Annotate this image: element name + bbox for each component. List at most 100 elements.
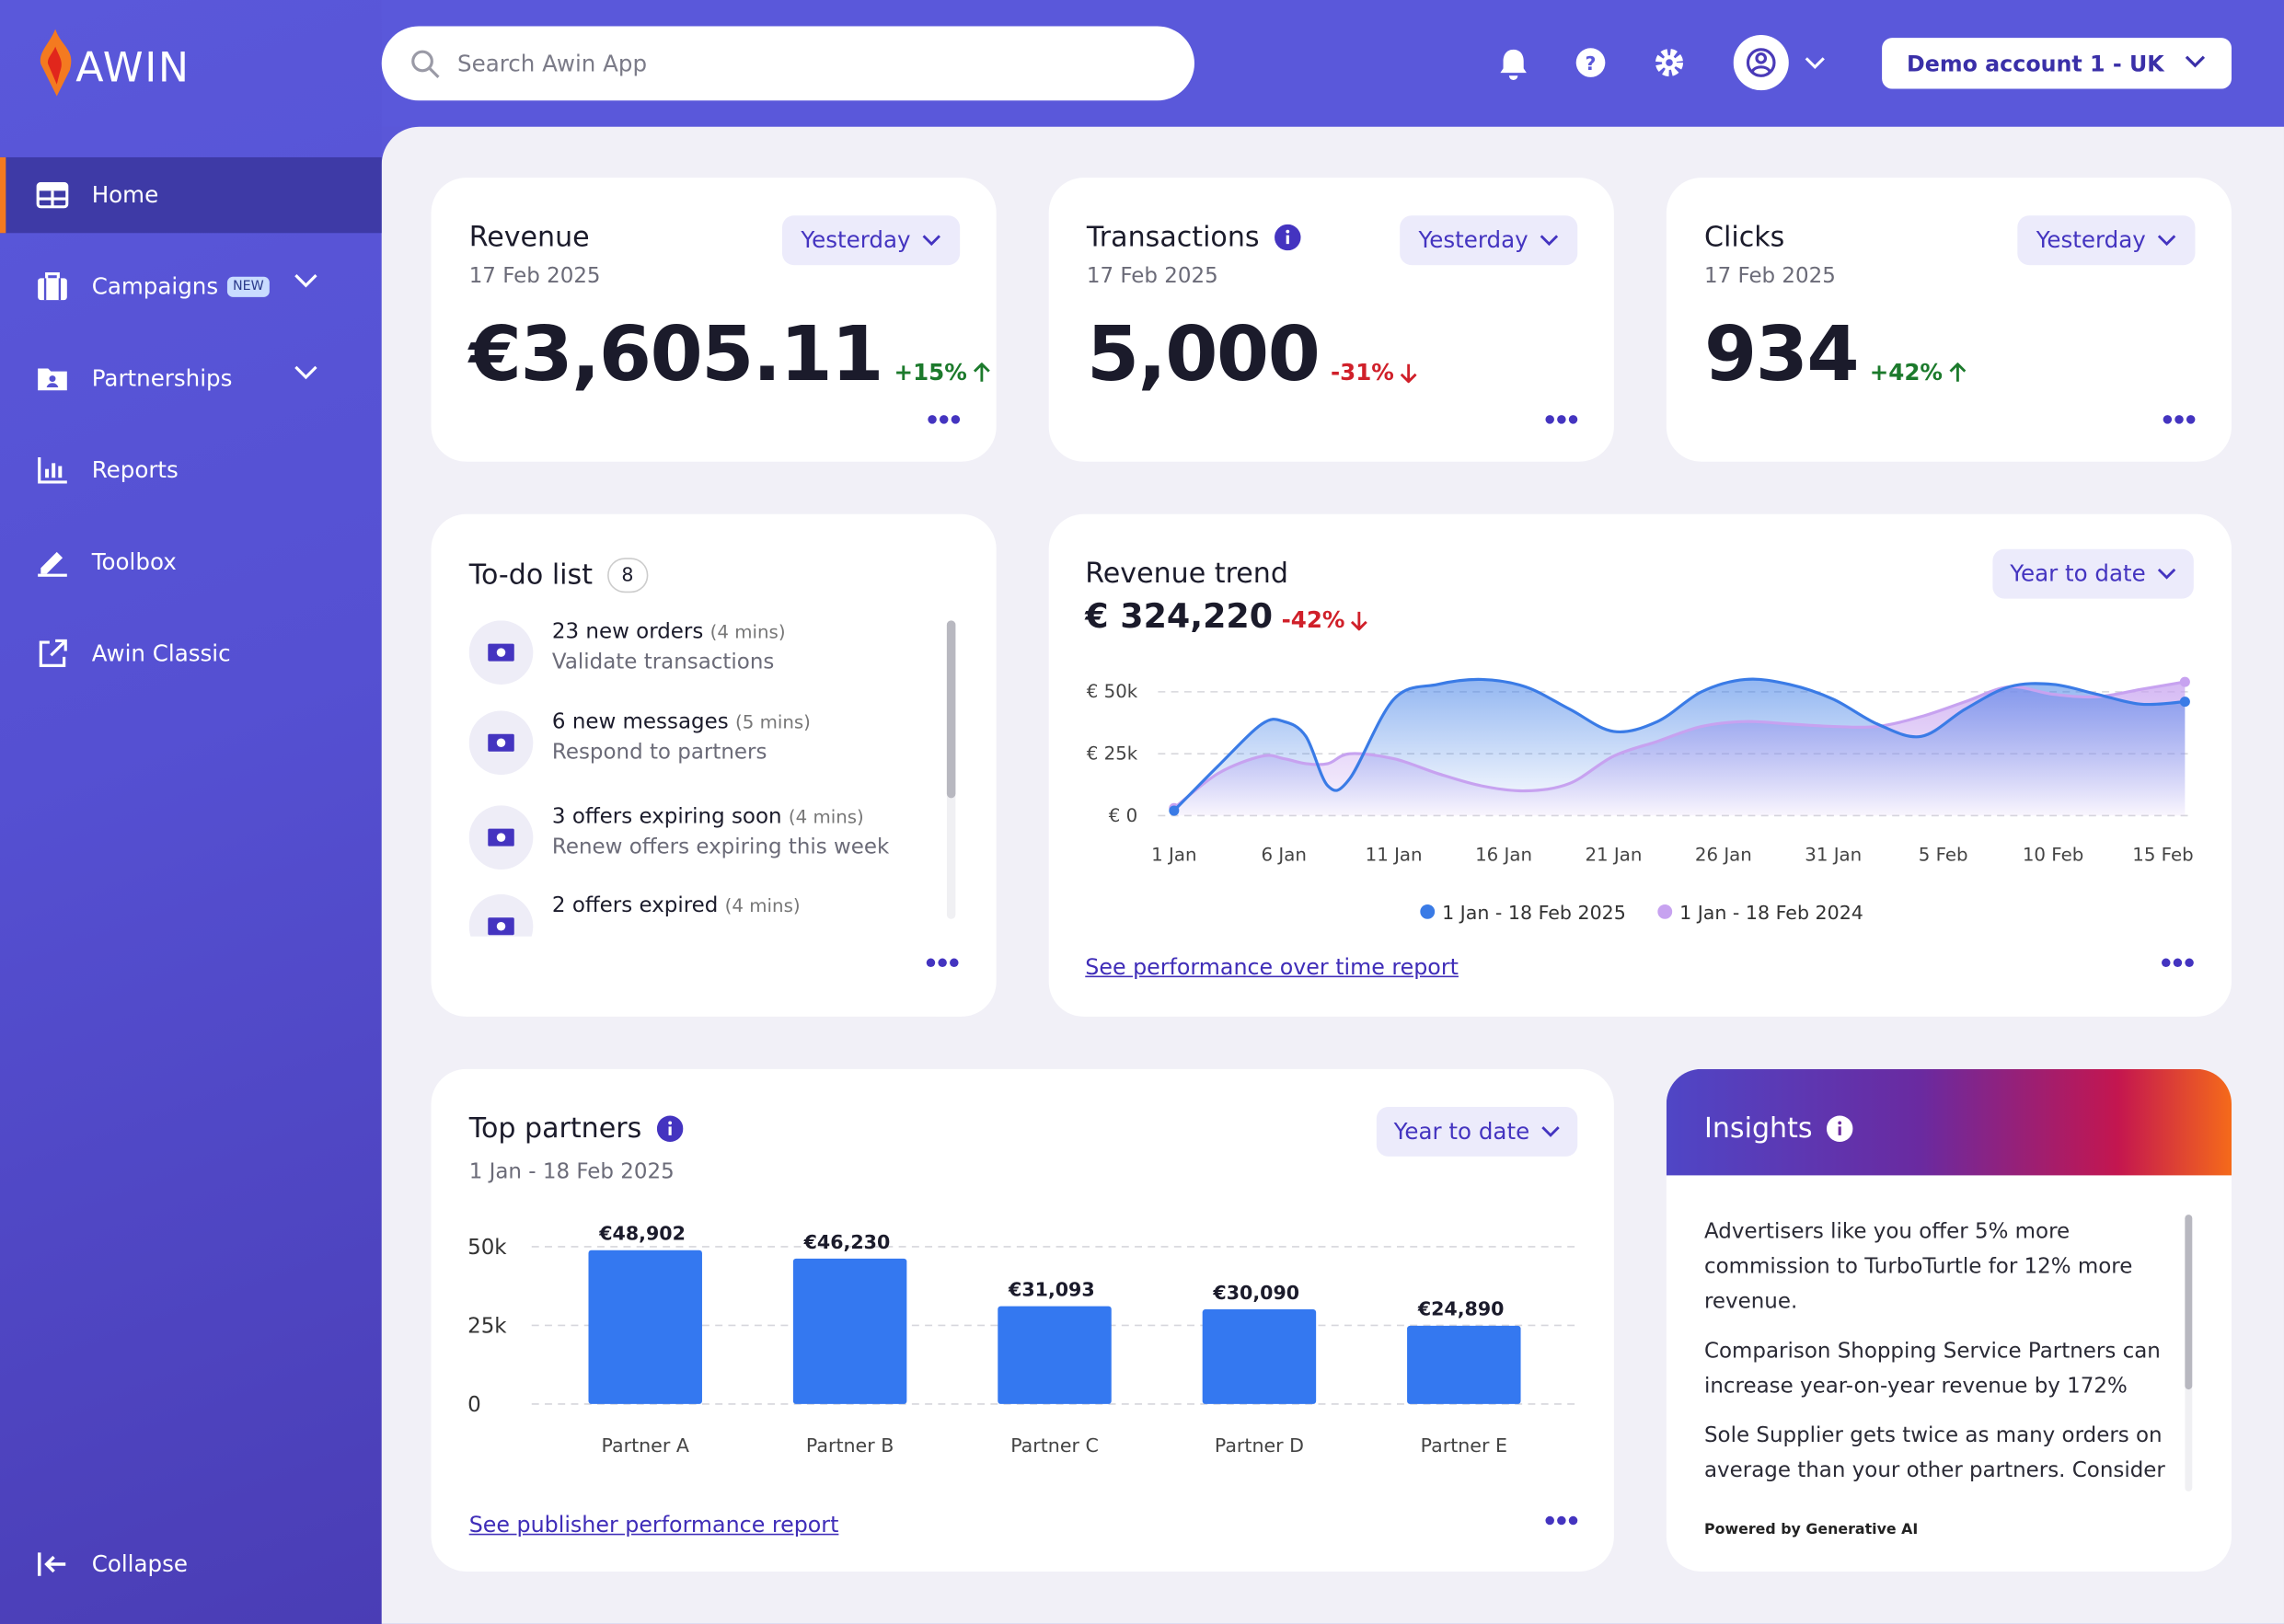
scroll-track bbox=[2185, 1215, 2193, 1492]
x-tick-label: Partner A bbox=[602, 1434, 689, 1457]
nav-label: Awin Classic bbox=[91, 640, 231, 667]
collapse-button[interactable]: Collapse bbox=[0, 1526, 382, 1602]
scroll-thumb[interactable] bbox=[2185, 1215, 2193, 1390]
x-tick-label: 26 Jan bbox=[1695, 844, 1752, 865]
more-menu[interactable] bbox=[925, 957, 960, 969]
kpi-value-row: €3,605.11 +15% bbox=[469, 312, 990, 399]
todo-item-title: 23 new orders (4 mins) bbox=[552, 620, 786, 643]
info-icon[interactable] bbox=[656, 1115, 683, 1142]
info-icon[interactable] bbox=[1827, 1115, 1853, 1142]
x-tick-label: 15 Feb bbox=[2132, 844, 2193, 865]
period-dropdown[interactable]: Yesterday bbox=[1400, 215, 1578, 266]
legend-swatch bbox=[1657, 904, 1673, 919]
period-dropdown[interactable]: Yesterday bbox=[782, 215, 961, 266]
scroll-track bbox=[946, 620, 956, 919]
kpi-title: Transactions bbox=[1086, 221, 1260, 254]
report-link[interactable]: See publisher performance report bbox=[468, 1512, 839, 1538]
todo-item[interactable]: 3 offers expiring soon (4 mins) Renew off… bbox=[468, 805, 950, 893]
report-link[interactable]: See performance over time report bbox=[1085, 953, 1459, 981]
kpi-change: +15% bbox=[894, 359, 967, 386]
nav-label: Home bbox=[91, 181, 159, 209]
svg-text:?: ? bbox=[1586, 52, 1597, 75]
trend-total-row: € 324,220 -42% bbox=[1085, 599, 1368, 637]
account-select[interactable]: Demo account 1 - UK bbox=[1882, 38, 2232, 89]
search-box[interactable]: Search Awin App bbox=[381, 26, 1194, 101]
bar bbox=[792, 1258, 907, 1404]
todo-card: To-do list 8 23 new orders (4 mins) Valida… bbox=[431, 513, 997, 1017]
todo-title-text: 3 offers expiring soon bbox=[551, 805, 782, 829]
kpi-title-row: Transactions bbox=[1086, 221, 1300, 254]
todo-subtitle: Renew offers expiring this week bbox=[551, 835, 890, 859]
nav-item[interactable]: Campaigns NEW bbox=[0, 249, 382, 325]
bar bbox=[998, 1306, 1112, 1404]
value-label: €48,902 bbox=[598, 1223, 686, 1245]
period-dropdown[interactable]: Yesterday bbox=[2017, 215, 2196, 266]
todo-item[interactable]: 23 new orders (4 mins) Validate transacti… bbox=[468, 620, 950, 708]
insight: Sole Supplier gets twice as many orders … bbox=[1703, 1424, 2165, 1483]
profile-button[interactable] bbox=[1733, 34, 1836, 93]
settings-icon[interactable] bbox=[1654, 47, 1686, 79]
kpi-date: 17 Feb 2025 bbox=[1086, 265, 1218, 289]
insights-title: Insights bbox=[1703, 1112, 1813, 1146]
partners-header: Top partners bbox=[469, 1112, 683, 1145]
x-tick-label: 11 Jan bbox=[1366, 844, 1423, 865]
todo-item-title: 3 offers expiring soon (4 mins) bbox=[552, 805, 864, 828]
dropdown-label: Yesterday bbox=[801, 226, 911, 254]
todo-item[interactable]: 6 new messages (5 mins) Respond to partne… bbox=[468, 710, 950, 798]
kpi-change-wrap: +42% bbox=[1870, 360, 1967, 386]
x-tick-label: 6 Jan bbox=[1262, 844, 1307, 865]
todo-item-title: 2 offers expired (4 mins) bbox=[552, 894, 801, 917]
help-icon[interactable]: ? bbox=[1575, 47, 1607, 79]
chevron bbox=[2157, 568, 2176, 580]
more-menu[interactable] bbox=[2160, 957, 2195, 969]
kpi-value: 934 bbox=[1703, 311, 1860, 399]
nav-item[interactable]: Partnerships bbox=[0, 340, 382, 416]
collapse-icon bbox=[37, 1552, 66, 1576]
y-tick-label: € 25k bbox=[1087, 743, 1138, 764]
nav-item[interactable]: Home bbox=[0, 156, 382, 234]
more-menu[interactable] bbox=[927, 414, 962, 426]
kpi-card: Revenue 17 Feb 2025 Yesterday €3,605.11 +… bbox=[431, 178, 997, 462]
todo-time: (4 mins) bbox=[788, 805, 864, 828]
nav-icon bbox=[38, 272, 67, 301]
todo-icon bbox=[468, 805, 534, 870]
kpi-value: 5,000 bbox=[1086, 311, 1321, 399]
more-menu[interactable] bbox=[1544, 414, 1579, 426]
y-tick-label: € 0 bbox=[1109, 805, 1137, 826]
x-tick-label: 10 Feb bbox=[2023, 844, 2083, 865]
dropdown-label: Yesterday bbox=[1418, 226, 1528, 254]
insight: Comparison Shopping Service Partners can… bbox=[1703, 1340, 2161, 1399]
trend-change-wrap: -42% bbox=[1282, 607, 1368, 634]
x-tick-label: 1 Jan bbox=[1151, 844, 1196, 865]
nav-item[interactable]: Reports bbox=[0, 432, 382, 508]
insights-header bbox=[1666, 1068, 2232, 1176]
nav-item[interactable]: Awin Classic bbox=[0, 616, 382, 692]
more-menu[interactable] bbox=[1544, 1515, 1579, 1526]
todo-item[interactable]: 2 offers expired (4 mins) bbox=[468, 893, 950, 937]
period-dropdown[interactable]: Year to date bbox=[1992, 548, 2194, 599]
legend-label: 1 Jan - 18 Feb 2024 bbox=[1679, 902, 1863, 924]
trend-total: € 324,220 bbox=[1085, 598, 1274, 637]
chevron bbox=[2158, 235, 2176, 247]
kpi-value-row: 5,000 -31% bbox=[1087, 312, 1417, 399]
todo-icon bbox=[468, 620, 534, 685]
kpi-title: Revenue bbox=[468, 221, 590, 254]
insights-list: Advertisers like you offer 5% more commi… bbox=[1704, 1215, 2177, 1492]
chevron bbox=[2185, 55, 2206, 68]
bell-icon[interactable] bbox=[1497, 47, 1529, 82]
nav-item[interactable]: Toolbox bbox=[0, 524, 382, 600]
period-dropdown[interactable]: Year to date bbox=[1376, 1107, 1578, 1157]
insight: Advertisers like you offer 5% more commi… bbox=[1703, 1220, 2133, 1314]
dropdown-label: Year to date bbox=[2010, 560, 2146, 587]
arrow-down bbox=[1351, 611, 1368, 631]
more-menu[interactable] bbox=[2162, 414, 2197, 426]
info-icon[interactable] bbox=[1274, 224, 1300, 251]
todo-count: 8 bbox=[606, 558, 649, 593]
scroll-thumb[interactable] bbox=[946, 620, 956, 799]
todo-title-text: 6 new messages bbox=[551, 710, 729, 734]
bar bbox=[1407, 1325, 1521, 1404]
x-tick-label: 5 Feb bbox=[1919, 844, 1968, 865]
y-tick-label: 25k bbox=[467, 1314, 507, 1338]
kpi-card: Clicks 17 Feb 2025 Yesterday 934 +42% bbox=[1666, 178, 2232, 462]
dropdown-label: Year to date bbox=[1393, 1118, 1530, 1146]
